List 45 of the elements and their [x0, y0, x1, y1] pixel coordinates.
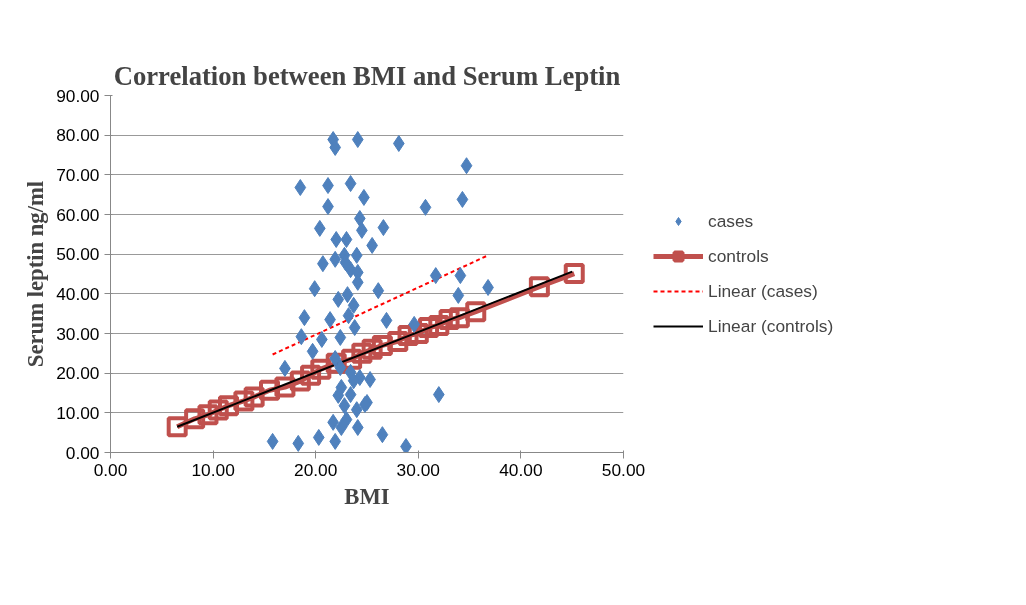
x-tick-label: 40.00	[499, 459, 543, 480]
point	[465, 301, 487, 323]
point	[387, 330, 409, 352]
legend-label: controls	[708, 245, 769, 267]
y-axis-title: Serum leptin ng/ml	[23, 180, 49, 368]
legend-label: Linear (cases)	[708, 280, 818, 302]
point	[184, 408, 206, 430]
x-axis-title: BMI	[344, 483, 390, 509]
y-tick-label: 80.00	[56, 125, 100, 146]
point	[428, 315, 450, 337]
y-tick-label: 60.00	[56, 204, 100, 225]
chart-title: Correlation between BMI and Serum Leptin	[113, 60, 621, 91]
point	[259, 379, 281, 401]
x-tick-label: 50.00	[601, 459, 646, 480]
point	[438, 309, 460, 331]
point	[289, 370, 311, 392]
point	[300, 364, 322, 386]
y-tick-label: 20.00	[56, 363, 100, 384]
point	[233, 390, 255, 412]
y-tick-label: 90.00	[56, 85, 100, 106]
point	[207, 399, 229, 421]
point	[371, 334, 393, 356]
point	[341, 348, 363, 370]
point	[243, 386, 265, 408]
x-tick-label: 30.00	[396, 459, 440, 480]
point	[361, 338, 383, 360]
point	[563, 263, 585, 285]
point	[528, 276, 550, 298]
point	[310, 358, 332, 380]
point	[418, 317, 440, 339]
point	[274, 376, 296, 398]
y-tick-label: 50.00	[56, 244, 100, 265]
x-tick-label: 20.00	[294, 459, 338, 480]
point	[448, 307, 470, 329]
y-tick-label: 30.00	[56, 323, 100, 344]
point	[197, 404, 219, 426]
x-tick-label: 10.00	[191, 459, 235, 480]
y-tick-label: 70.00	[56, 164, 100, 185]
point	[166, 416, 188, 438]
y-tick-label: 10.00	[56, 402, 100, 423]
point	[351, 342, 373, 364]
y-tick-label: 40.00	[56, 283, 100, 304]
legend-label: cases	[708, 210, 754, 232]
legend-label: Linear (controls)	[708, 315, 834, 337]
point	[217, 395, 239, 417]
